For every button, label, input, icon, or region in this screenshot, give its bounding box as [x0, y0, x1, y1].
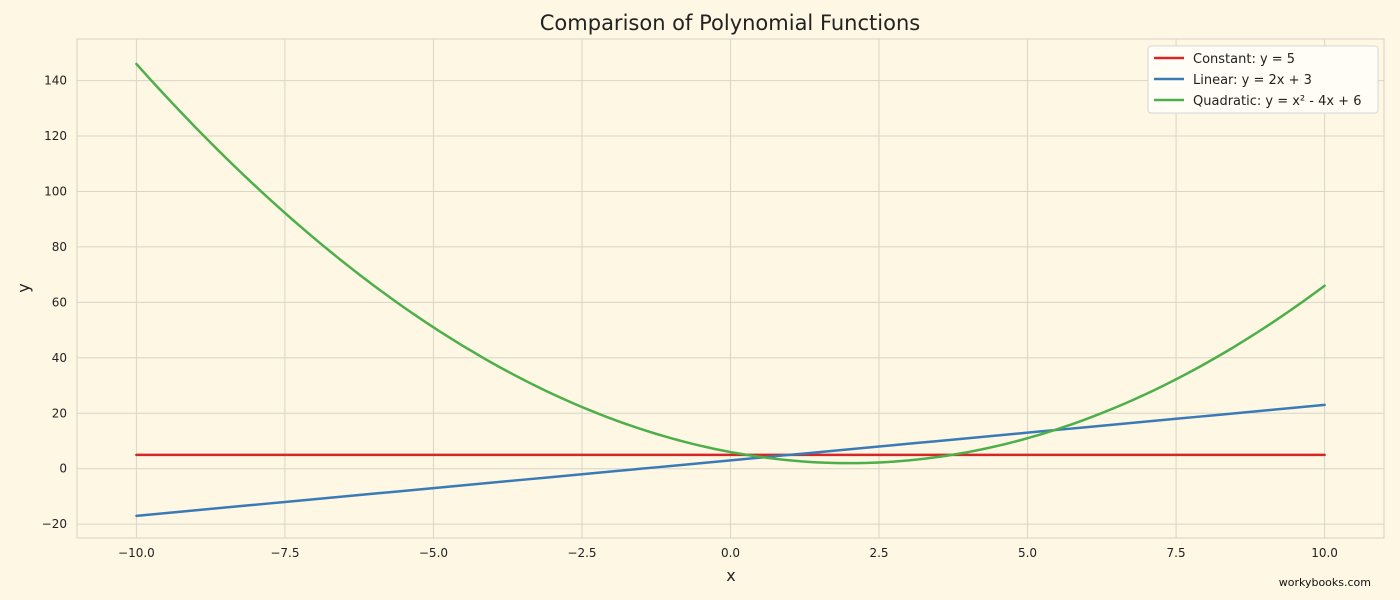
series-line-linear	[135, 403, 1326, 518]
x-tick-label: 2.5	[869, 546, 888, 560]
y-tick-label: 60	[52, 295, 67, 309]
series-lines	[135, 62, 1326, 518]
y-tick-label: 0	[59, 462, 67, 476]
y-tick-label: 140	[44, 74, 67, 88]
legend-box	[1147, 45, 1379, 114]
y-tick-label: 100	[44, 184, 67, 198]
x-tick-label: 7.5	[1167, 546, 1186, 560]
x-tick-label: −7.5	[270, 546, 299, 560]
x-tick-label: −10.0	[118, 546, 155, 560]
tick-labels: −10.0 −7.5 −5.0 −2.5 0.0 2.5 5.0 7.5 10.0 −20 0 20 4…	[42, 74, 1338, 560]
x-axis-label: x	[726, 566, 735, 585]
x-tick-label: 10.0	[1311, 546, 1338, 560]
y-tick-label: 20	[52, 406, 67, 420]
legend-label-linear: Linear: y = 2x + 3	[1193, 73, 1312, 88]
y-tick-label: 80	[52, 240, 67, 254]
y-tick-label: 120	[44, 129, 67, 143]
legend-label-quadratic: Quadratic: y = x² - 4x + 6	[1193, 94, 1361, 109]
legend-label-constant: Constant: y = 5	[1193, 52, 1295, 67]
y-axis-label: y	[14, 283, 33, 292]
chart-title: Comparison of Polynomial Functions	[540, 11, 920, 35]
x-tick-label: 5.0	[1018, 546, 1037, 560]
watermark: workybooks.com	[1279, 576, 1371, 589]
legend: Constant: y = 5 Linear: y = 2x + 3 Quadr…	[1147, 45, 1379, 114]
x-tick-label: −5.0	[419, 546, 448, 560]
x-tick-label: 0.0	[721, 546, 740, 560]
x-tick-label: −2.5	[567, 546, 596, 560]
y-tick-label: 40	[52, 351, 67, 365]
y-tick-label: −20	[42, 517, 67, 531]
series-line-quadratic	[135, 62, 1326, 465]
